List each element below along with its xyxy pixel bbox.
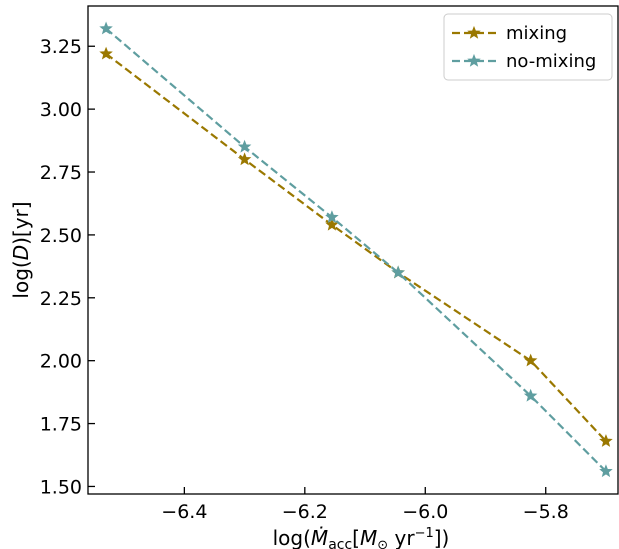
y-tick-label: 1.75	[40, 414, 82, 436]
y-tick-label: 1.50	[40, 476, 82, 498]
data-point-no-mixing	[599, 464, 613, 478]
data-point-mixing	[99, 46, 113, 60]
data-point-no-mixing	[391, 265, 405, 279]
axes: −6.4 −6.2 −6.0 −5.8 1.50 1.75 2.00 2.25 2.50 2.75…	[9, 5, 619, 549]
legend-box	[443, 13, 613, 81]
legend-marker	[467, 53, 481, 67]
x-tick-label: −6.4	[161, 501, 207, 523]
series-mixing	[99, 46, 613, 447]
y-tick-label: 2.75	[40, 162, 82, 184]
legend-item-mixing: mixing	[452, 23, 567, 44]
series-layer	[99, 21, 613, 478]
data-point-no-mixing	[237, 139, 252, 153]
legend: mixing no-mixing	[443, 13, 613, 81]
x-tick-label: −6.0	[402, 501, 448, 523]
x-tick-label: −6.2	[282, 501, 328, 523]
data-point-mixing	[237, 152, 252, 166]
data-point-no-mixing	[325, 210, 339, 224]
data-point-mixing	[325, 217, 339, 231]
y-tick-label: 3.25	[40, 36, 82, 58]
data-point-no-mixing	[99, 21, 113, 35]
data-point-no-mixing	[523, 388, 538, 402]
y-tick-label: 2.00	[40, 351, 82, 373]
y-axis-label: log(D)[yr]	[9, 201, 33, 298]
legend-label: no-mixing	[506, 51, 596, 72]
y-tick-label: 3.00	[40, 99, 82, 121]
axes-frame	[87, 5, 619, 495]
series-line-no-mixing	[105, 27, 607, 473]
data-point-mixing	[523, 353, 538, 367]
x-tick-label: −5.8	[523, 501, 569, 523]
series-line-mixing	[105, 52, 607, 442]
series-no-mixing	[99, 21, 613, 478]
y-tick-label: 2.50	[40, 225, 82, 247]
x-axis-label: log(Ṁacc[M⊙ yr−1])	[273, 526, 450, 549]
legend-marker	[467, 25, 481, 39]
legend-label: mixing	[506, 23, 567, 44]
legend-item-no-mixing: no-mixing	[452, 51, 596, 72]
data-point-mixing	[599, 434, 613, 447]
y-tick-label: 2.25	[40, 288, 82, 310]
